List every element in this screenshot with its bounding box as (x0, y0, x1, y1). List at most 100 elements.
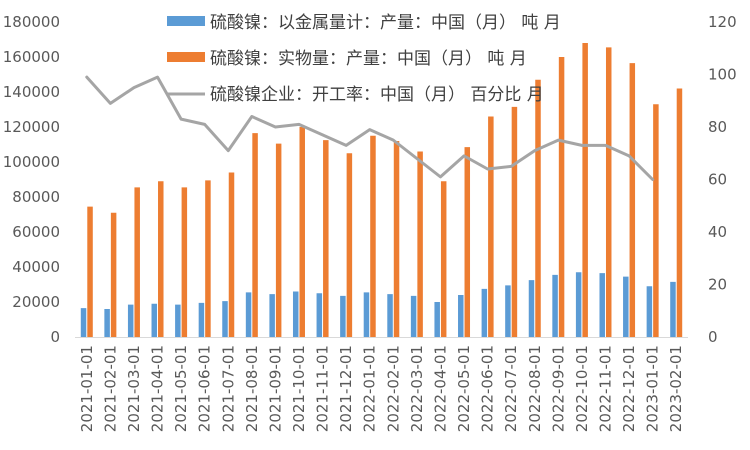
operating-rate-point (392, 138, 395, 142)
physical-volume-bar (511, 106, 518, 337)
x-tick-label: 2022-06-01 (479, 345, 497, 432)
physical-volume-bar (370, 135, 376, 337)
operating-rate-point (439, 175, 442, 179)
physical-volume-bar (158, 181, 164, 337)
operating-rate-point (604, 144, 607, 147)
legend-swatch-metal (167, 16, 205, 26)
operating-rate-point (368, 128, 371, 131)
metal-content-bar (528, 280, 535, 337)
x-tick-label: 2022-10-01 (573, 345, 591, 432)
metal-content-bar (104, 309, 110, 337)
metal-content-bar (458, 295, 464, 337)
x-tick-label: 2021-03-01 (125, 345, 143, 432)
x-tick-label: 2022-05-01 (455, 345, 473, 432)
operating-rate-point (627, 154, 631, 158)
right-y-tick-label: 20 (708, 276, 727, 294)
physical-volume-bar (488, 116, 494, 337)
metal-content-bar (410, 295, 417, 337)
right-y-axis: 0 20 40 60 80 100 120 (708, 13, 737, 346)
x-tick-label: 2021-05-01 (172, 345, 190, 432)
metal-content-bar (245, 292, 252, 337)
left-y-tick-label: 20000 (12, 293, 60, 311)
metal-content-bar (222, 301, 228, 337)
metal-content-bar (575, 272, 582, 337)
x-tick-label: 2021-10-01 (290, 345, 308, 432)
metal-content-bar (623, 276, 629, 337)
physical-volume-bar (275, 143, 282, 337)
left-y-tick-label: 60000 (12, 223, 60, 241)
physical-volume-bar (228, 172, 235, 337)
physical-volume-bar (323, 140, 329, 337)
physical-volume-bar (629, 63, 636, 337)
x-tick-label: 2022-07-01 (502, 345, 520, 432)
x-tick-label: 2021-11-01 (314, 345, 332, 432)
operating-rate-point (297, 123, 301, 126)
physical-volume-bar (440, 181, 447, 337)
x-tick-label: 2021-09-01 (266, 345, 284, 432)
x-tick-label: 2021-04-01 (149, 345, 167, 432)
legend-label-physical: 硫酸镍：实物量：产量：中国（月） 吨 月 (210, 49, 527, 69)
operating-rate-line-series (85, 75, 655, 181)
metal-content-bar (175, 304, 181, 337)
operating-rate-point (462, 154, 466, 158)
metal-content-bar (434, 302, 440, 337)
right-y-tick-label: 40 (708, 223, 727, 241)
operating-rate-point (109, 102, 112, 105)
metal-content-bar (387, 294, 393, 337)
operating-rate-point (85, 75, 88, 79)
operating-rate-point (651, 178, 654, 181)
x-tick-label: 2022-12-01 (620, 345, 638, 432)
x-tick-label: 2022-08-01 (526, 345, 544, 432)
metal-content-bar (363, 292, 370, 337)
x-tick-label: 2023-02-01 (667, 345, 685, 432)
operating-rate-point (132, 86, 136, 89)
metal-content-bar (505, 285, 511, 337)
x-tick-label: 2021-01-01 (78, 345, 96, 432)
metal-content-bar (646, 286, 653, 337)
left-y-tick-label: 0 (50, 328, 60, 346)
right-y-tick-label: 60 (708, 171, 727, 189)
metal-content-bar (316, 293, 323, 337)
metal-content-bar-series (80, 272, 676, 337)
physical-volume-bar (252, 133, 258, 337)
metal-content-bar (340, 295, 346, 337)
physical-volume-bar (134, 187, 140, 337)
left-y-tick-label: 120000 (3, 118, 60, 136)
physical-volume-bar (535, 79, 541, 337)
operating-rate-point (486, 167, 489, 171)
x-tick-label: 2022-01-01 (361, 345, 379, 432)
x-axis: 2021-01-01 2021-02-01 2021-03-01 2021-04-01… (75, 337, 688, 432)
metal-content-bar (552, 274, 558, 337)
x-tick-label: 2021-07-01 (219, 345, 237, 432)
physical-volume-bar (582, 43, 588, 337)
x-tick-label: 2021-08-01 (243, 345, 261, 432)
x-tick-label: 2022-09-01 (549, 345, 567, 432)
physical-volume-bar (299, 127, 305, 337)
operating-rate-point (509, 165, 513, 168)
left-y-tick-label: 80000 (12, 188, 60, 206)
x-tick-label: 2021-06-01 (196, 345, 214, 432)
physical-volume-bar (464, 147, 471, 337)
operating-rate-point (344, 144, 348, 147)
operating-rate-point (415, 157, 419, 160)
operating-rate-point (274, 125, 277, 129)
legend-label-metal: 硫酸镍：以金属量计：产量：中国（月） 吨 月 (210, 13, 561, 33)
right-y-tick-label: 100 (708, 66, 737, 84)
metal-content-bar (599, 273, 605, 337)
physical-volume-bar-series (87, 43, 683, 337)
x-tick-label: 2022-04-01 (431, 345, 449, 432)
x-tick-label: 2022-02-01 (384, 345, 402, 432)
metal-content-bar (670, 281, 676, 337)
operating-rate-point (580, 144, 584, 147)
physical-volume-bar (417, 151, 423, 337)
right-y-tick-label: 80 (708, 118, 727, 136)
left-y-axis: 0 20000 40000 60000 80000 100000 120000 140000 1… (3, 13, 60, 346)
operating-rate-point (156, 75, 159, 79)
metal-content-bar (198, 302, 205, 337)
legend-label-rate: 硫酸镍企业：开工率：中国（月） 百分比 月 (210, 85, 544, 105)
x-tick-label: 2022-03-01 (408, 345, 426, 432)
physical-volume-bar (393, 141, 400, 337)
